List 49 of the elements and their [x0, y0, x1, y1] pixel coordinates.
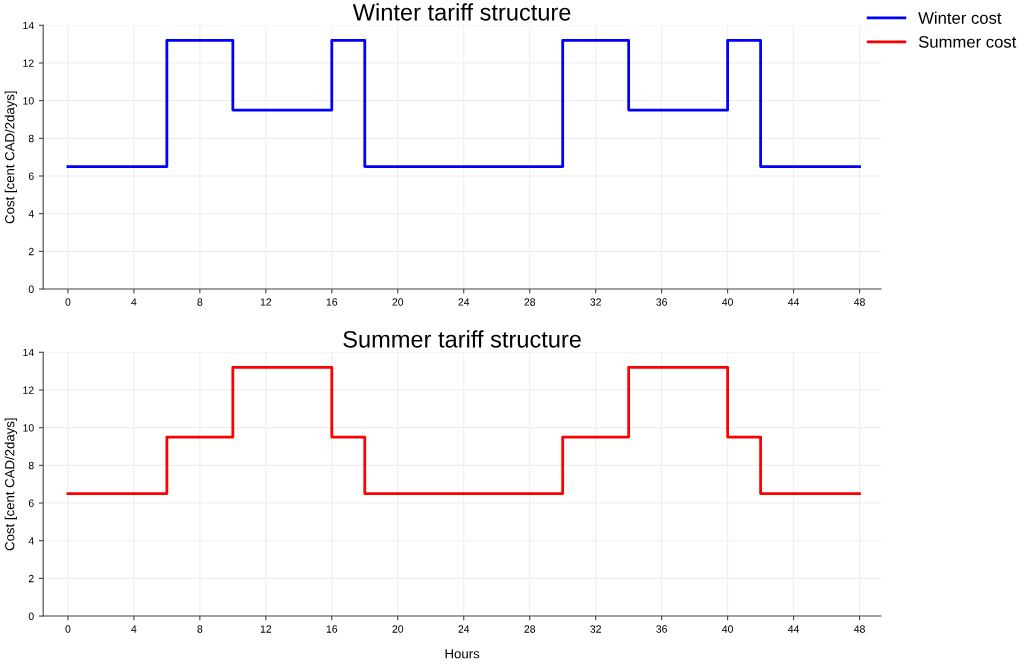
x-tick-label: 24 — [458, 625, 470, 633]
x-tick-label: 36 — [656, 625, 667, 633]
x-tick-label: 12 — [260, 625, 272, 633]
y-tick-label: 6 — [28, 172, 34, 180]
x-tick-label: 40 — [722, 625, 733, 633]
y-axis-title: Cost [cent CAD/2days] — [4, 418, 18, 551]
x-tick-label: 8 — [197, 625, 203, 633]
x-tick-label: 16 — [326, 298, 338, 306]
y-tick-label: 12 — [23, 59, 34, 67]
y-tick-label: 4 — [28, 210, 34, 218]
x-tick-label: 20 — [392, 298, 404, 306]
y-tick-label: 8 — [28, 134, 34, 143]
y-tick-label: 14 — [23, 348, 34, 357]
y-tick-label: 10 — [23, 424, 34, 432]
x-tick-label: 48 — [854, 298, 865, 306]
x-tick-label: 28 — [524, 298, 536, 306]
x-tick-label: 32 — [590, 625, 601, 633]
x-tick-label: 36 — [656, 298, 667, 306]
x-tick-label: 0 — [65, 625, 71, 633]
y-tick-label: 2 — [28, 247, 34, 256]
x-tick-label: 8 — [197, 298, 203, 306]
y-tick-label: 6 — [28, 499, 34, 507]
chart-title: Summer tariff structure — [343, 330, 581, 348]
y-tick-label: 0 — [28, 285, 34, 293]
x-tick-label: 40 — [722, 298, 733, 306]
x-tick-label: 28 — [524, 625, 536, 633]
y-tick-label: 8 — [28, 461, 34, 470]
x-tick-label: 4 — [131, 298, 137, 306]
y-tick-label: 14 — [23, 21, 34, 30]
y-tick-label: 10 — [23, 97, 34, 105]
y-axis-title: Cost [cent CAD/2days] — [4, 91, 18, 224]
legend-label: Winter cost — [918, 11, 1002, 24]
y-tick-label: 2 — [28, 574, 34, 583]
y-tick-label: 12 — [23, 386, 34, 394]
x-axis-title: Hours — [445, 649, 480, 659]
x-tick-label: 44 — [788, 625, 800, 633]
x-tick-label: 16 — [326, 625, 338, 633]
legend-label: Summer cost — [918, 35, 1017, 48]
x-tick-label: 24 — [458, 298, 470, 306]
x-tick-label: 4 — [131, 625, 137, 633]
x-tick-label: 48 — [854, 625, 865, 633]
x-tick-label: 20 — [392, 625, 404, 633]
x-tick-label: 12 — [260, 298, 272, 306]
x-tick-label: 32 — [590, 298, 601, 306]
chart-title: Winter tariff structure — [352, 3, 571, 21]
y-tick-label: 4 — [28, 537, 34, 545]
x-tick-label: 44 — [788, 298, 800, 306]
y-tick-label: 0 — [28, 612, 34, 620]
x-tick-label: 0 — [65, 298, 71, 306]
